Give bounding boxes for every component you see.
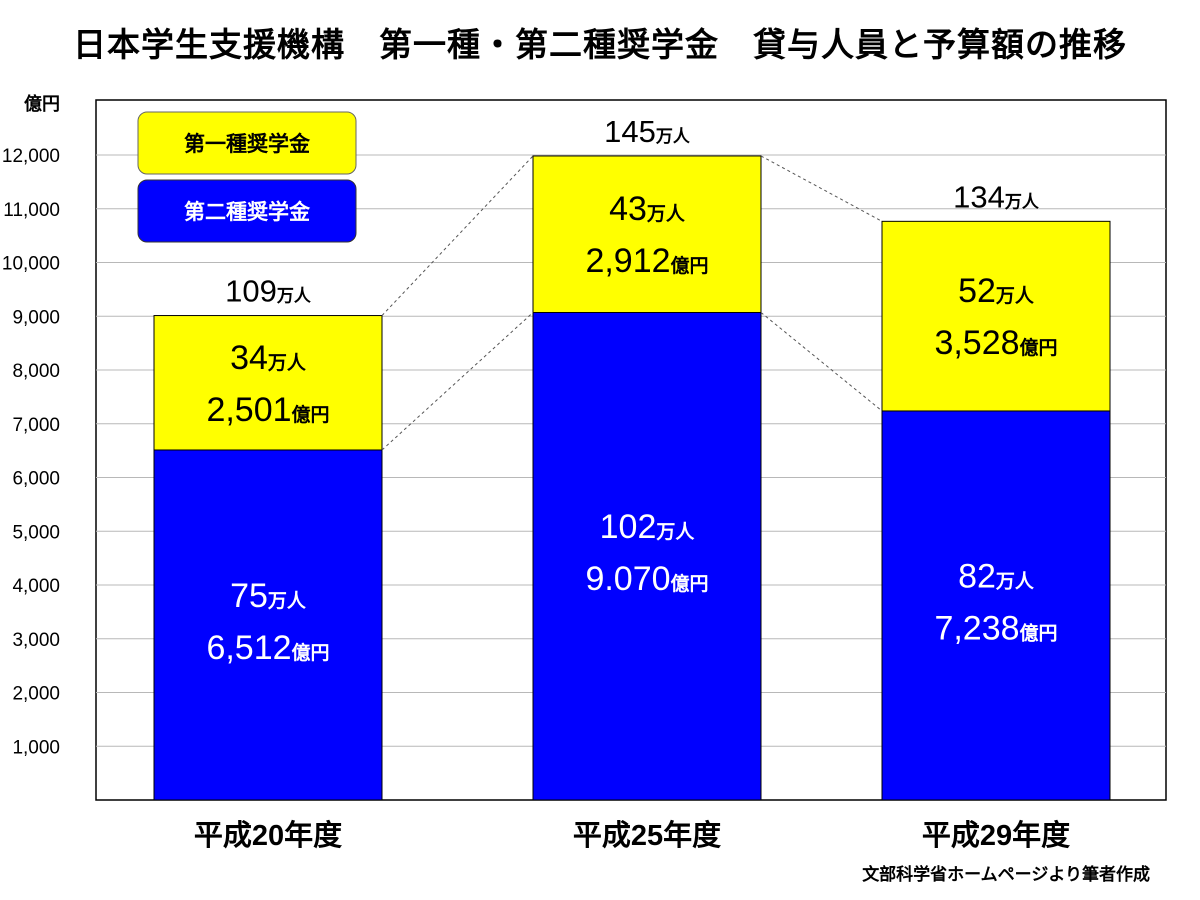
data-label-persons: 52万人 xyxy=(958,272,1035,310)
data-label-amount: 6,512億円 xyxy=(206,629,329,667)
y-tick-label: 10,000 xyxy=(2,254,60,275)
y-tick-label: 4,000 xyxy=(12,576,60,597)
y-tick-label: 5,000 xyxy=(12,522,60,543)
source-note: 文部科学省ホームページより筆者作成 xyxy=(862,865,1150,885)
data-label-persons: 82万人 xyxy=(958,557,1035,595)
connector-line xyxy=(760,312,883,412)
data-label-amount: 3,528億円 xyxy=(934,324,1057,362)
bar-first-type xyxy=(881,220,1111,412)
connector-line xyxy=(381,155,534,316)
data-label-amount: 9.070億円 xyxy=(585,560,708,598)
total-label: 145万人 xyxy=(604,114,691,149)
total-label: 134万人 xyxy=(953,179,1040,214)
data-label-amount: 2,912億円 xyxy=(585,242,708,280)
data-label-amount: 7,238億円 xyxy=(934,609,1057,647)
y-tick-label: 3,000 xyxy=(12,630,60,651)
legend-label: 第一種奨学金 xyxy=(184,132,311,156)
x-tick-label: 平成25年度 xyxy=(573,818,721,852)
legend-label: 第二種奨学金 xyxy=(184,200,311,224)
data-label-persons: 75万人 xyxy=(230,577,307,615)
connector-line xyxy=(760,155,883,222)
y-tick-label: 7,000 xyxy=(12,415,60,436)
y-tick-label: 6,000 xyxy=(12,469,60,490)
bar-second-type xyxy=(881,410,1111,801)
legend-swatch-first xyxy=(137,111,357,175)
y-axis-label: 億円 xyxy=(24,93,60,114)
data-label-persons: 43万人 xyxy=(609,190,686,228)
y-tick-label: 2,000 xyxy=(12,684,60,705)
y-tick-label: 8,000 xyxy=(12,361,60,382)
data-label-persons: 102万人 xyxy=(600,508,696,546)
bar-second-type xyxy=(532,311,762,801)
y-tick-label: 1,000 xyxy=(12,737,60,758)
connector-line xyxy=(381,312,534,451)
x-tick-label: 平成20年度 xyxy=(194,818,342,852)
data-label-persons: 34万人 xyxy=(230,339,307,377)
bar-second-type xyxy=(153,449,383,801)
y-tick-label: 11,000 xyxy=(3,200,60,221)
data-label-amount: 2,501億円 xyxy=(206,391,329,429)
legend-swatch-second xyxy=(137,179,357,243)
y-tick-label: 12,000 xyxy=(2,146,60,167)
y-tick-label: 9,000 xyxy=(12,307,60,328)
chart-title: 日本学生支援機構 第一種・第二種奨学金 貸与人員と予算額の推移 xyxy=(73,25,1127,64)
bar-first-type xyxy=(153,315,383,451)
bar-first-type xyxy=(532,155,762,313)
total-label: 109万人 xyxy=(225,274,312,309)
x-tick-label: 平成29年度 xyxy=(922,818,1070,852)
